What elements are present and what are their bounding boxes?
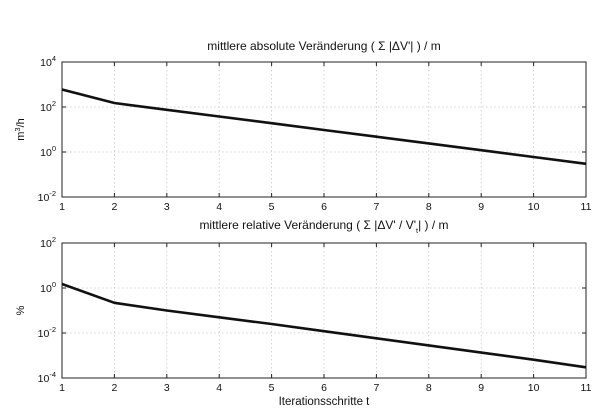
x-tick-label: 7 xyxy=(373,201,379,213)
x-tick-label: 11 xyxy=(581,201,592,213)
y-axis-label: % xyxy=(15,305,27,315)
y-axis-label: m3/h xyxy=(13,118,27,141)
x-tick-label: 5 xyxy=(269,201,275,213)
series-line xyxy=(61,88,587,166)
y-tick-label: 104 xyxy=(40,54,56,69)
y-tick-label: 10-2 xyxy=(38,189,56,204)
y-tick-label: 100 xyxy=(40,144,56,159)
x-tick-label: 2 xyxy=(111,382,117,394)
x-tick-label: 3 xyxy=(164,382,170,394)
relative-change-panel: mittlere relative Veränderung ( Σ |ΔV' /… xyxy=(15,218,592,408)
x-tick-label: 8 xyxy=(426,201,432,213)
x-tick-label: 8 xyxy=(426,382,432,394)
x-tick-label: 1 xyxy=(59,201,65,213)
ticks: 1 2 3 4 5 6 7 8 9 10 11 10-4 10-2 100 102 xyxy=(38,235,592,394)
ticks: 1 2 3 4 5 6 7 8 9 10 11 10-2 100 102 104 xyxy=(38,54,592,213)
y-tick-label: 102 xyxy=(40,99,56,114)
chart-title: mittlere relative Veränderung ( Σ |ΔV' /… xyxy=(199,218,448,235)
x-tick-label: 9 xyxy=(478,201,484,213)
x-tick-label: 6 xyxy=(321,382,327,394)
absolute-change-panel: mittlere absolute Veränderung ( Σ |ΔV'| … xyxy=(13,39,592,213)
y-tick-label: 102 xyxy=(40,235,56,250)
x-tick-label: 10 xyxy=(528,382,540,394)
x-tick-label: 7 xyxy=(373,382,379,394)
x-axis-label: Iterationsschritte t xyxy=(279,396,371,408)
x-tick-label: 4 xyxy=(216,382,222,394)
x-tick-label: 2 xyxy=(111,201,117,213)
x-tick-label: 10 xyxy=(528,201,540,213)
grid xyxy=(62,243,586,378)
y-tick-label: 10-2 xyxy=(38,325,56,340)
chart-title: mittlere absolute Veränderung ( Σ |ΔV'| … xyxy=(207,39,440,53)
x-tick-label: 3 xyxy=(164,201,170,213)
series-line xyxy=(61,282,587,369)
x-tick-label: 9 xyxy=(478,382,484,394)
x-tick-label: 1 xyxy=(59,382,65,394)
x-tick-label: 6 xyxy=(321,201,327,213)
x-tick-label: 5 xyxy=(269,382,275,394)
y-tick-label: 100 xyxy=(40,280,56,295)
x-tick-label: 4 xyxy=(216,201,222,213)
x-tick-label: 11 xyxy=(581,382,592,394)
y-tick-label: 10-4 xyxy=(38,370,56,385)
